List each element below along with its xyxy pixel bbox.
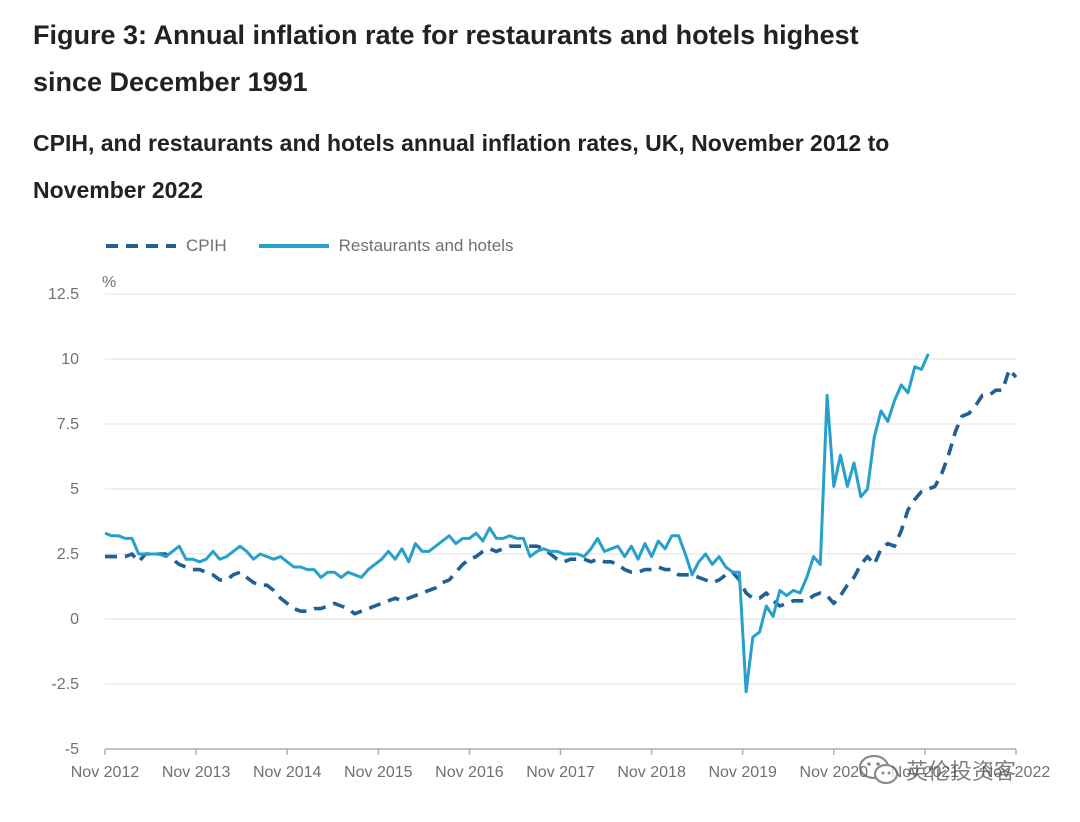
x-tick-label: Nov 2020 [800, 764, 869, 781]
x-tick-label: Nov 2021 [891, 764, 960, 781]
watermark-text: 英伦投资客 [906, 759, 1017, 784]
series-line-cpih [105, 367, 1018, 616]
legend-swatch-restaurants [257, 239, 331, 253]
legend-swatch-cpih [104, 239, 178, 253]
legend-label-restaurants: Restaurants and hotels [338, 236, 514, 255]
series-line-restaurants [104, 353, 930, 694]
chart-title: Figure 3: Annual inflation rate for rest… [33, 20, 859, 97]
chart-legend: CPIH Restaurants and hotels [104, 232, 543, 260]
x-tick-label: Nov 2017 [526, 764, 595, 781]
y-tick-label: 5 [70, 481, 79, 498]
x-tick-label: Nov 2019 [708, 764, 777, 781]
y-tick-label: 12.5 [48, 286, 79, 303]
x-tick-label: Nov 2018 [617, 764, 686, 781]
legend-item-restaurants[interactable]: Restaurants and hotels [257, 236, 514, 256]
y-tick-label: -2.5 [51, 676, 79, 693]
x-tick-label: Nov 2012 [71, 764, 140, 781]
y-axis-unit: % [102, 274, 116, 291]
y-tick-label: -5 [65, 741, 79, 758]
wechat-icon [858, 754, 899, 785]
watermark: 英伦投资客 [858, 752, 1016, 788]
x-tick-label: Nov 2013 [162, 764, 231, 781]
y-tick-label: 10 [61, 351, 79, 368]
x-tick-label: Nov 2015 [344, 764, 413, 781]
x-tick-label: Nov 2022 [982, 764, 1051, 781]
legend-label-cpih: CPIH [186, 236, 227, 255]
y-tick-label: 7.5 [57, 416, 79, 433]
legend-item-cpih[interactable]: CPIH [104, 236, 227, 256]
x-tick-label: Nov 2016 [435, 764, 504, 781]
chart-subtitle: CPIH, and restaurants and hotels annual … [33, 130, 890, 203]
y-tick-label: 0 [70, 611, 79, 628]
y-tick-label: 2.5 [57, 546, 79, 563]
x-tick-label: Nov 2014 [253, 764, 322, 781]
